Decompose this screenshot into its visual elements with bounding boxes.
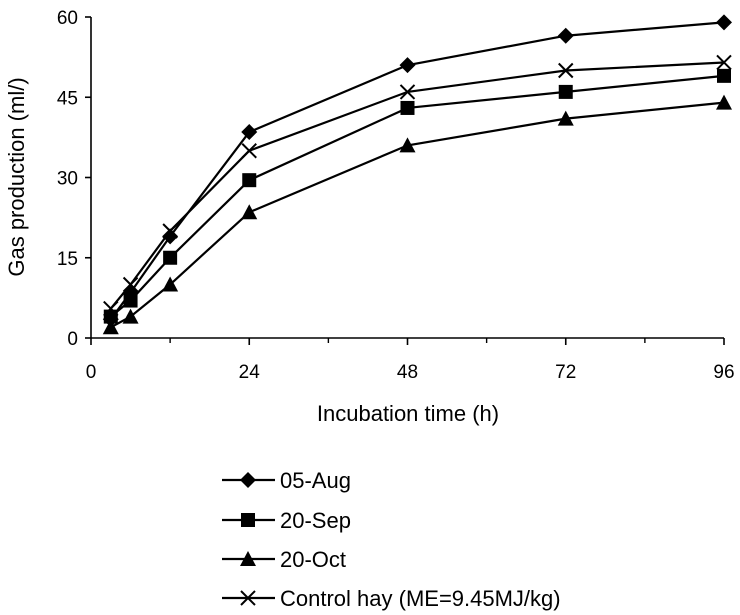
data-point-triangle — [102, 319, 119, 335]
data-point-cross — [162, 223, 178, 239]
series-line — [110, 101, 725, 329]
data-point-diamond — [241, 124, 258, 141]
x-axis-title: Incubation time (h) — [317, 401, 499, 426]
x-tick-label: 24 — [239, 362, 261, 383]
data-point-square — [400, 100, 415, 115]
series-layer — [102, 14, 732, 335]
data-point-triangle — [399, 137, 416, 153]
legend-label: 20-Sep — [280, 508, 351, 533]
series-3 — [103, 54, 732, 317]
legend-marker-diamond — [240, 472, 256, 488]
data-point-triangle — [716, 94, 732, 110]
legend-marker-cross — [240, 590, 256, 606]
x-tick-label: 72 — [555, 362, 576, 383]
data-point-square — [717, 68, 731, 83]
data-point-triangle — [241, 204, 258, 220]
data-point-diamond — [162, 228, 179, 245]
x-tick-label: 96 — [713, 362, 734, 383]
data-point-square — [242, 173, 257, 188]
data-point-cross — [716, 54, 732, 71]
data-point-cross — [122, 276, 139, 293]
legend: 05-Aug 20-Sep 20-Oct Control hay (ME=9.45MJ… — [222, 468, 561, 611]
data-point-cross — [241, 143, 257, 159]
data-point-cross — [103, 300, 119, 317]
data-point-diamond — [399, 57, 416, 74]
legend-label: 05-Aug — [280, 468, 351, 493]
legend-item: Control hay (ME=9.45MJ/kg) — [222, 586, 561, 611]
data-point-triangle — [122, 308, 139, 324]
data-point-diamond — [716, 14, 732, 31]
y-axis-title: Gas production (ml/) — [4, 77, 29, 276]
legend-marker-square — [241, 513, 255, 527]
data-point-square — [558, 84, 573, 99]
x-tick-label: 0 — [86, 362, 97, 383]
data-point-square — [123, 293, 138, 308]
legend-label: Control hay (ME=9.45MJ/kg) — [280, 586, 561, 611]
x-tick-label: 48 — [397, 362, 418, 383]
data-point-triangle — [557, 110, 574, 126]
y-tick-label: 0 — [67, 329, 78, 350]
data-point-triangle — [162, 276, 179, 292]
y-axis-ticks: 0 15 30 45 60 — [57, 8, 91, 350]
x-axis-ticks: 0 24 48 72 96 — [86, 338, 735, 383]
y-tick-label: 15 — [57, 249, 78, 270]
data-point-square — [163, 250, 178, 265]
data-point-cross — [558, 62, 574, 79]
y-tick-label: 45 — [57, 88, 78, 109]
legend-item: 05-Aug — [222, 468, 351, 493]
series-0 — [102, 14, 732, 328]
series-2 — [102, 94, 732, 335]
legend-item: 20-Sep — [222, 508, 351, 533]
y-tick-label: 30 — [57, 169, 78, 190]
data-point-cross — [399, 84, 416, 100]
series-1 — [103, 68, 731, 324]
y-tick-label: 60 — [57, 8, 78, 29]
legend-label: 20-Oct — [280, 547, 346, 572]
data-point-diamond — [557, 27, 574, 44]
legend-marker-triangle — [240, 551, 256, 566]
series-line — [109, 61, 725, 310]
legend-item: 20-Oct — [222, 547, 346, 572]
